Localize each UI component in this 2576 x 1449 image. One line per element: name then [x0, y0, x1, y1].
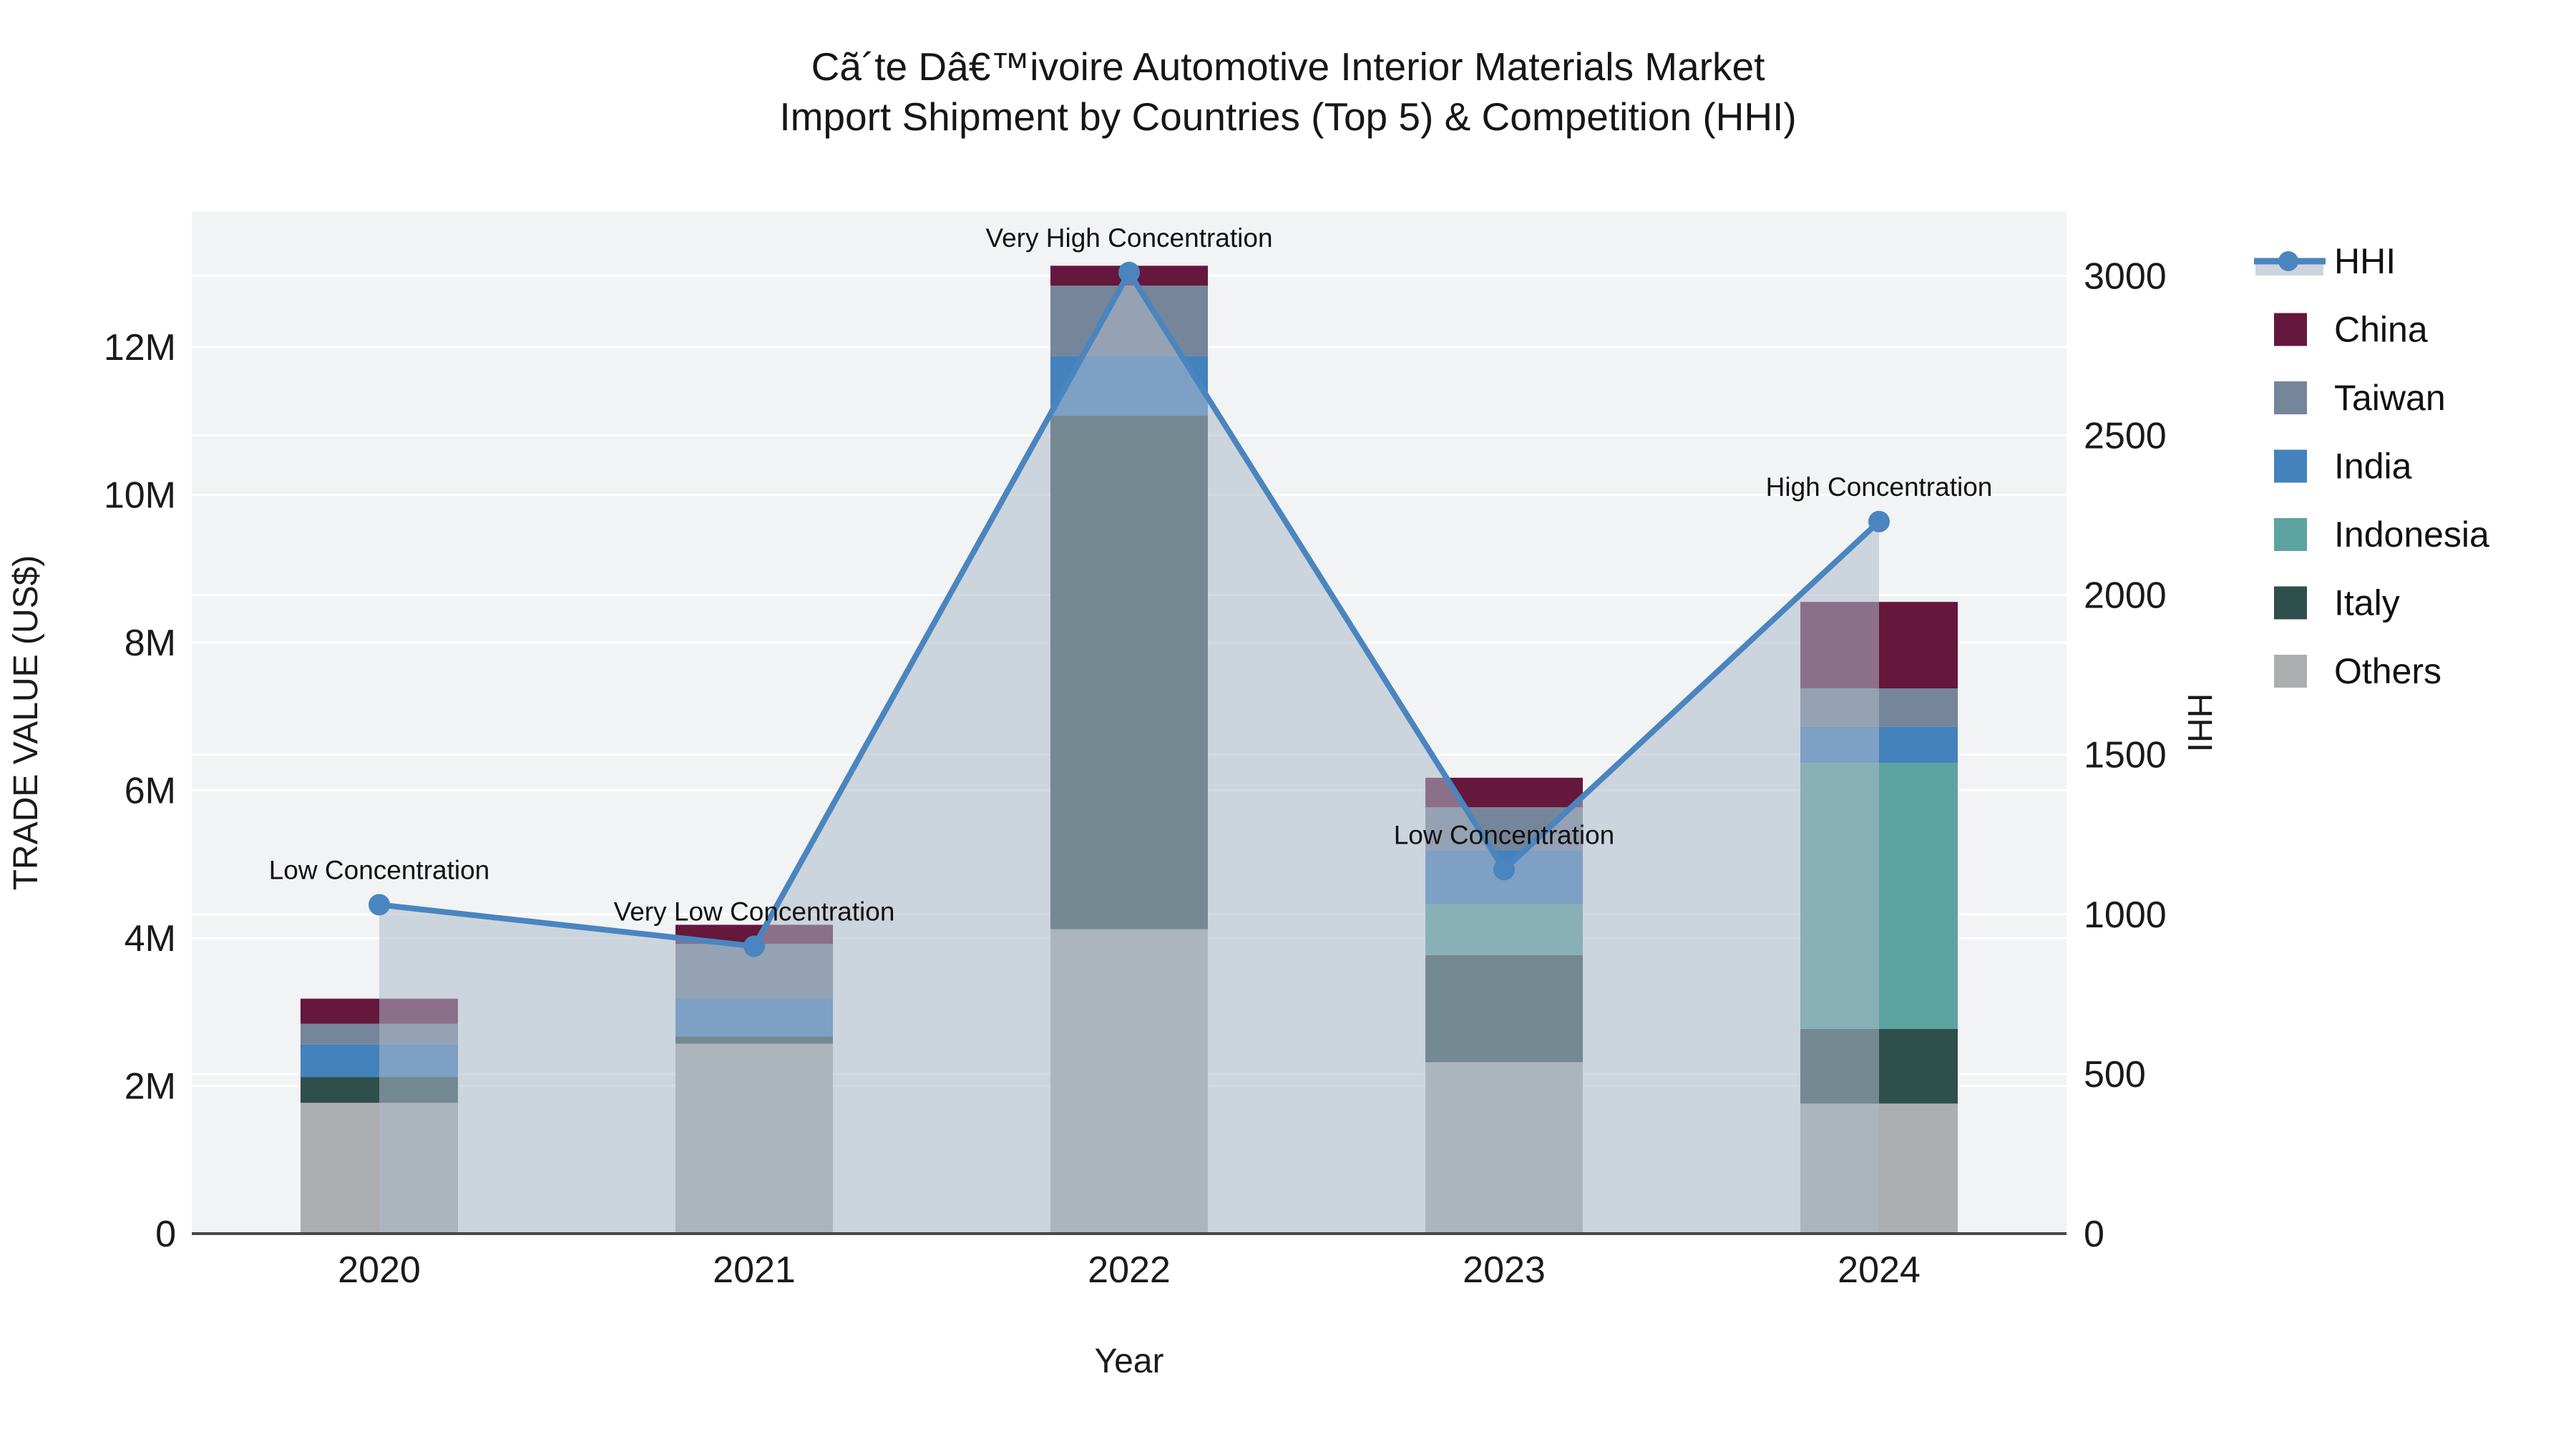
left-tick-2M: 2M: [125, 1065, 176, 1107]
hhi-marker-2020: [369, 894, 390, 916]
x-tick-2021: 2021: [713, 1249, 796, 1291]
legend-label-india: India: [2334, 447, 2412, 487]
x-tick-2022: 2022: [1088, 1249, 1171, 1291]
right-tick-500: 500: [2084, 1054, 2146, 1096]
left-tick-10M: 10M: [104, 474, 176, 516]
legend-item-taiwan[interactable]: Taiwan: [2274, 378, 2446, 418]
legend-swatch-italy: [2274, 586, 2307, 620]
hhi-marker-2022: [1118, 261, 1140, 283]
chart-title-line1: Cã´te Dâ€™ivoire Automotive Interior Mat…: [811, 44, 1765, 89]
annotation-2020: Low Concentration: [269, 855, 490, 884]
chart-title-line2: Import Shipment by Countries (Top 5) & C…: [779, 94, 1797, 139]
legend-label-taiwan: Taiwan: [2334, 378, 2446, 418]
left-tick-12M: 12M: [104, 327, 176, 369]
right-tick-0: 0: [2084, 1214, 2104, 1255]
right-tick-1000: 1000: [2084, 894, 2167, 936]
x-tick-2024: 2024: [1838, 1249, 1921, 1291]
legend-item-italy[interactable]: Italy: [2274, 583, 2400, 623]
annotation-2024: High Concentration: [1766, 472, 1993, 502]
right-tick-2500: 2500: [2084, 415, 2167, 457]
hhi-area-fill: [379, 272, 1879, 1234]
hhi-marker-2024: [1868, 510, 1890, 532]
hhi-marker-2021: [743, 935, 765, 957]
legend-label-indonesia: Indonesia: [2334, 514, 2489, 555]
x-axis-title: Year: [1095, 1342, 1164, 1380]
annotation-2021: Very Low Concentration: [614, 897, 895, 926]
legend-label-others: Others: [2334, 651, 2441, 691]
legend-swatch-others: [2274, 655, 2307, 688]
legend-swatch-taiwan: [2274, 381, 2307, 414]
legend-label-hhi: HHI: [2334, 241, 2396, 281]
left-tick-6M: 6M: [125, 770, 176, 811]
right-tick-3000: 3000: [2084, 255, 2167, 297]
legend-hhi-marker: [2278, 251, 2298, 271]
legend-label-italy: Italy: [2334, 583, 2400, 623]
left-tick-0: 0: [155, 1214, 176, 1255]
legend-item-others[interactable]: Others: [2274, 651, 2441, 691]
legend-item-china[interactable]: China: [2274, 310, 2428, 350]
legend-item-indonesia[interactable]: Indonesia: [2274, 514, 2489, 555]
hhi-marker-2023: [1493, 859, 1515, 881]
legend-swatch-india: [2274, 449, 2307, 483]
legend-swatch-china: [2274, 313, 2307, 346]
legend-label-china: China: [2334, 310, 2428, 350]
annotation-2023: Low Concentration: [1394, 820, 1615, 849]
left-tick-8M: 8M: [125, 623, 176, 664]
left-tick-4M: 4M: [125, 918, 176, 960]
x-tick-2020: 2020: [338, 1249, 421, 1291]
chart-title: Cã´te Dâ€™ivoire Automotive Interior Mat…: [0, 42, 2576, 142]
x-tick-2023: 2023: [1463, 1249, 1546, 1291]
legend-item-hhi[interactable]: HHI: [2254, 241, 2396, 281]
right-tick-1500: 1500: [2084, 735, 2167, 776]
annotation-2022: Very High Concentration: [985, 223, 1272, 253]
legend-swatch-indonesia: [2274, 518, 2307, 551]
right-axis-title: HHI: [2180, 693, 2218, 753]
right-tick-2000: 2000: [2084, 575, 2167, 617]
legend-item-india[interactable]: India: [2274, 447, 2412, 487]
left-axis-title: TRADE VALUE (US$): [7, 555, 45, 891]
